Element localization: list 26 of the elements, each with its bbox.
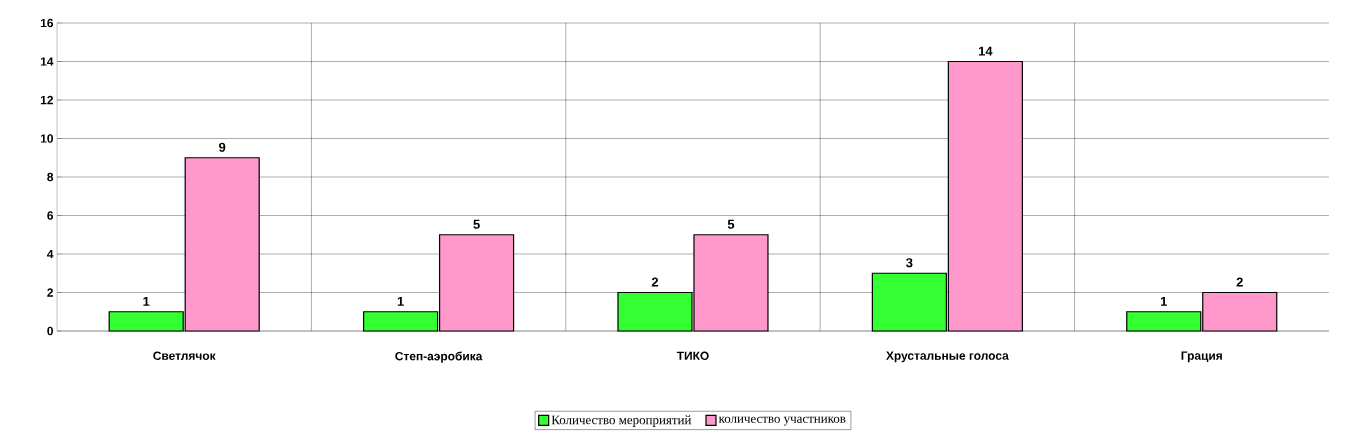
legend-label: Количество мероприятий <box>551 415 692 427</box>
y-tick-label: 0 <box>47 326 53 336</box>
data-label: 2 <box>651 277 659 287</box>
y-tick-label: 14 <box>40 57 54 66</box>
y-tick-label: 12 <box>40 95 53 105</box>
x-tick-label: Хрустальные голоса <box>886 351 1009 363</box>
y-tick-label: 2 <box>47 288 53 297</box>
data-label: 2 <box>1236 277 1243 287</box>
data-label: 5 <box>473 219 480 229</box>
y-tick-label: 4 <box>47 249 54 259</box>
data-label: 1 <box>1160 296 1167 306</box>
legend-label: количество участников <box>718 416 846 426</box>
data-label: 3 <box>906 258 913 268</box>
y-tick-label: 10 <box>40 134 53 143</box>
data-label: 5 <box>727 219 735 229</box>
data-label: 14 <box>978 46 993 56</box>
x-tick-label: Грация <box>1181 351 1222 363</box>
x-tick-label: ТИКО <box>676 351 709 360</box>
y-tick-label: 16 <box>40 18 54 28</box>
x-tick-label: Светлячок <box>153 351 216 360</box>
data-label: 9 <box>219 142 226 152</box>
data-label: 1 <box>143 296 150 306</box>
x-tick-label: Степ-аэробика <box>395 351 483 363</box>
y-tick-label: 8 <box>47 172 54 182</box>
data-label: 1 <box>397 296 404 306</box>
y-tick-label: 6 <box>47 211 54 220</box>
